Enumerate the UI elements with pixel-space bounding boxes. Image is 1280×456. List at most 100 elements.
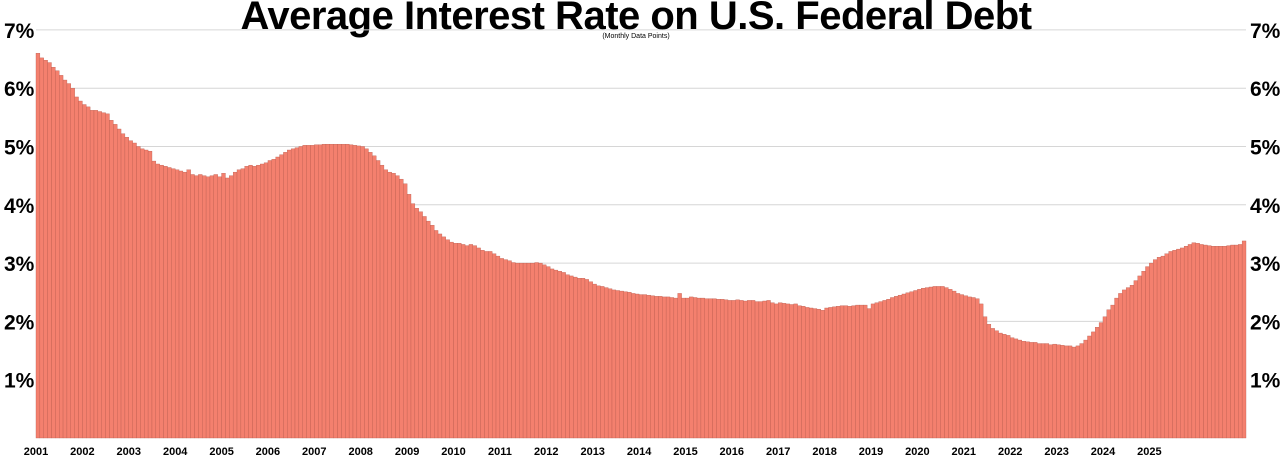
bar: [51, 67, 56, 439]
bar: [1176, 248, 1181, 439]
bar: [1222, 246, 1227, 439]
bar: [1183, 246, 1189, 439]
bar: [464, 245, 470, 439]
bar: [244, 166, 249, 439]
bar: [801, 306, 806, 439]
bar: [348, 144, 354, 439]
bar: [646, 294, 651, 439]
bar: [503, 259, 508, 439]
bar: [758, 301, 763, 439]
bar: [372, 155, 377, 439]
bar: [677, 293, 682, 439]
bar: [321, 143, 327, 439]
x-tick-label: 2009: [395, 446, 419, 456]
bar: [298, 146, 303, 439]
x-tick-label: 2002: [70, 446, 94, 456]
bar: [78, 100, 83, 439]
bar: [1153, 259, 1158, 439]
bar: [1029, 342, 1034, 439]
bar: [549, 268, 555, 439]
bar: [1125, 287, 1131, 439]
bar: [476, 247, 481, 439]
bar: [352, 145, 358, 439]
bar: [866, 308, 872, 439]
bar: [306, 145, 311, 439]
bar: [859, 304, 864, 439]
bar: [890, 297, 895, 439]
bar: [917, 289, 922, 439]
bar: [936, 286, 941, 439]
y-tick-label-right: 4%: [1250, 195, 1280, 218]
bar: [534, 262, 539, 439]
bar: [1118, 293, 1123, 439]
bar: [1180, 247, 1185, 439]
bar: [225, 177, 230, 439]
bar: [66, 83, 71, 439]
bar: [1013, 338, 1019, 439]
bar: [364, 148, 369, 439]
bar: [1002, 334, 1007, 439]
bar: [1133, 280, 1138, 439]
bar: [236, 169, 242, 439]
bar: [205, 176, 211, 439]
bar: [959, 294, 964, 439]
x-tick-label: 2011: [488, 446, 512, 456]
bar: [739, 300, 744, 439]
bar: [82, 104, 87, 439]
bar: [789, 304, 794, 439]
bar: [905, 292, 910, 439]
bar: [669, 297, 675, 439]
bar: [1040, 343, 1046, 439]
bar: [952, 290, 957, 439]
bar: [778, 302, 783, 439]
x-tick-label: 2024: [1091, 446, 1116, 456]
bar: [631, 293, 636, 439]
bar: [948, 289, 953, 439]
bar: [499, 258, 504, 439]
bar: [511, 262, 516, 439]
bar: [379, 164, 385, 439]
bar: [955, 293, 961, 439]
bar: [1226, 245, 1231, 439]
bar: [472, 245, 477, 439]
bar: [805, 307, 810, 439]
x-tick-label: 2012: [534, 446, 558, 456]
bar: [1017, 339, 1022, 439]
bar: [642, 294, 647, 439]
bar: [561, 272, 566, 439]
bar: [685, 297, 690, 439]
bar: [519, 262, 524, 439]
bar: [654, 296, 659, 439]
bar: [928, 286, 934, 439]
bar: [318, 144, 323, 439]
bar: [627, 292, 632, 439]
bar: [1083, 339, 1088, 439]
bar: [878, 301, 883, 439]
x-tick-label: 2020: [905, 446, 929, 456]
bar: [406, 194, 412, 439]
chart-subtitle: (Monthly Data Points): [602, 33, 670, 40]
bar: [1191, 242, 1196, 439]
bar: [832, 306, 837, 439]
bar: [248, 164, 253, 439]
bar: [89, 110, 95, 439]
bar: [495, 255, 501, 439]
x-tick-label: 2006: [256, 446, 280, 456]
x-tick-label: 2004: [163, 446, 188, 456]
bar: [723, 299, 729, 439]
bar: [940, 286, 945, 439]
bar: [209, 175, 215, 439]
bar: [565, 274, 570, 439]
bar: [982, 316, 988, 439]
y-axis-left: 1% 2% 3% 4% 5% 6% 7%: [4, 20, 35, 393]
bar: [171, 168, 176, 439]
bar: [712, 298, 717, 439]
bar: [333, 143, 338, 439]
bar: [894, 296, 899, 439]
bar: [1230, 244, 1235, 439]
bar: [596, 285, 601, 439]
bar: [1114, 297, 1119, 439]
bar: [59, 75, 64, 439]
bar: [522, 262, 528, 439]
bar: [638, 294, 644, 439]
